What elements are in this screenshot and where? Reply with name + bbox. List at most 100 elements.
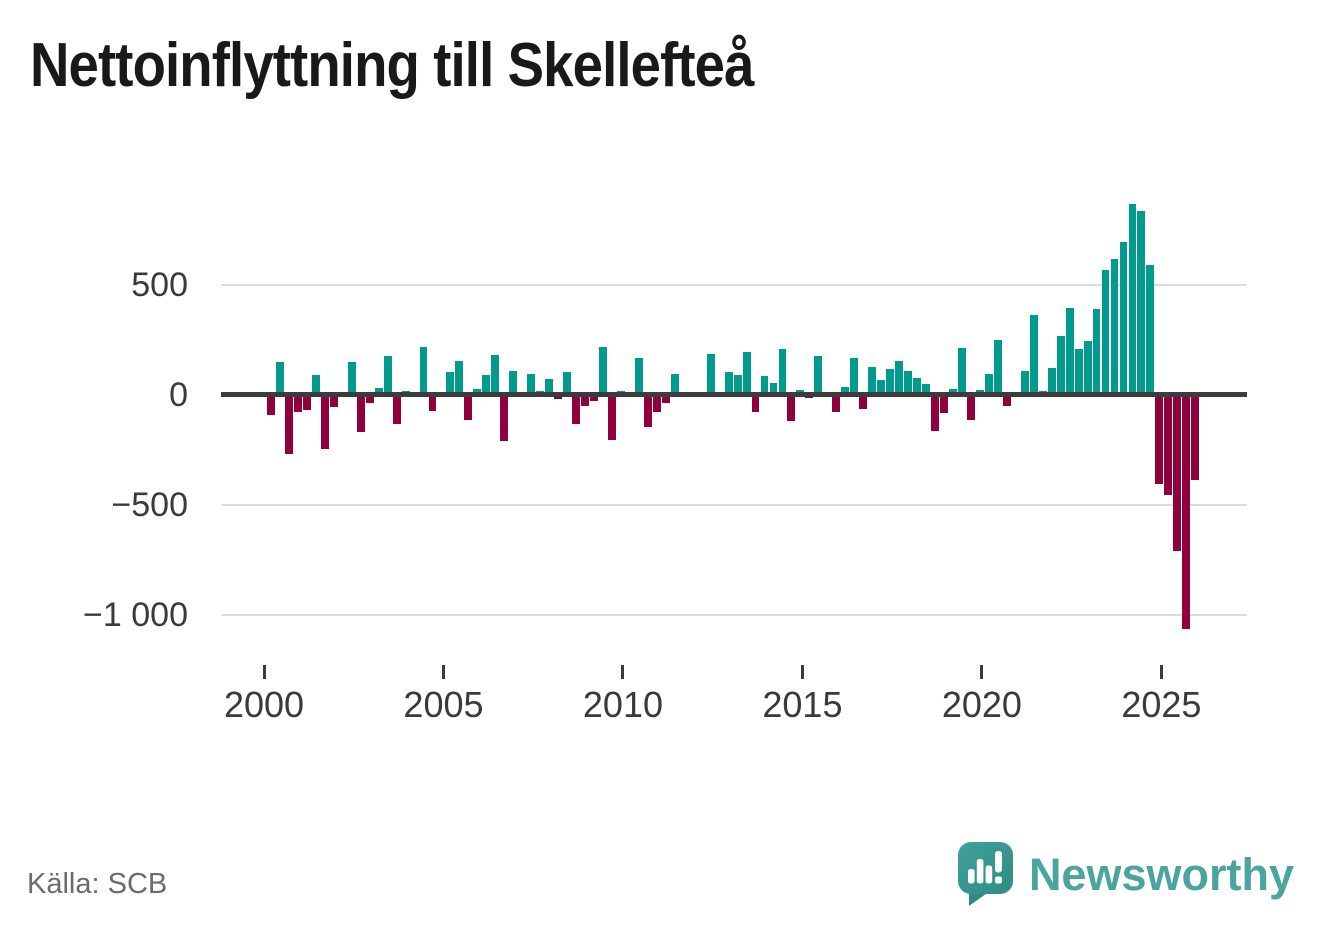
bar-2024-q1: [1128, 204, 1137, 395]
x-axis-label: 2000: [223, 684, 305, 725]
bar-2005-q4: [473, 389, 482, 395]
bar-2015-q2: [814, 355, 823, 395]
bar-2024-q3: [1146, 265, 1155, 395]
y-axis-label: −500: [111, 485, 188, 524]
bar-2013-q4: [760, 375, 769, 395]
y-axis-label: −1 000: [83, 595, 188, 634]
bar-2016-q4: [868, 366, 877, 395]
y-axis-label: 500: [131, 265, 188, 304]
bar-2014-q2: [778, 349, 787, 395]
bar-2017-q4: [904, 371, 913, 395]
bar-2016-q2: [850, 357, 859, 395]
bar-2019-q2: [957, 347, 966, 395]
bar-2018-q1: [913, 377, 922, 395]
bar-2023-q2: [1101, 270, 1110, 395]
bar-2007-q4: [545, 378, 554, 395]
logo-exclamation-dot: [994, 876, 1002, 884]
bar-2006-q4: [509, 370, 518, 395]
x-tick-mark: [262, 665, 266, 679]
bar-2008-q4: [581, 394, 589, 407]
bar-2019-q1: [949, 389, 957, 395]
bar-2009-q3: [608, 394, 616, 441]
bar-2025-q4: [1191, 394, 1200, 481]
bar-2003-q3: [392, 394, 401, 425]
bar-2017-q1: [877, 379, 886, 395]
bar-2002-q2: [347, 361, 356, 395]
bar-2000-q4: [293, 394, 302, 412]
newsworthy-logo-icon: [957, 842, 1013, 906]
bar-2011-q1: [661, 394, 670, 403]
bar-2018-q4: [940, 394, 948, 414]
bar-2010-q3: [643, 394, 652, 428]
bar-2019-q3: [966, 394, 975, 421]
bar-2005-q2: [455, 360, 464, 395]
bar-2003-q1: [374, 387, 383, 395]
plot-area: [221, 150, 1247, 670]
bar-2007-q2: [527, 373, 536, 395]
bar-2001-q4: [329, 394, 338, 407]
bar-2010-q2: [634, 357, 643, 395]
bar-2008-q3: [572, 394, 580, 425]
bar-2014-q3: [787, 394, 796, 421]
bar-2024-q4: [1155, 394, 1164, 484]
bar-2003-q2: [383, 356, 392, 395]
bar-2025-q2: [1173, 394, 1182, 552]
bar-2005-q1: [446, 371, 455, 395]
bar-2013-q3: [751, 394, 760, 412]
bar-2004-q2: [419, 347, 428, 395]
x-tick-mark: [621, 665, 625, 679]
bar-2024-q2: [1137, 211, 1146, 395]
bar-2013-q1: [733, 374, 742, 395]
x-axis-label: 2020: [941, 684, 1022, 725]
newsworthy-wordmark: Newsworthy: [1028, 849, 1294, 900]
bar-2001-q3: [320, 394, 329, 450]
bar-2012-q2: [706, 354, 715, 395]
bar-2000-q1: [267, 394, 275, 416]
x-tick-mark: [800, 665, 804, 679]
bar-2015-q4: [832, 394, 841, 412]
bar-2014-q1: [769, 382, 778, 395]
y-axis-label: 0: [169, 375, 188, 414]
bar-2008-q2: [563, 372, 572, 395]
bar-2005-q3: [464, 394, 473, 420]
bar-2022-q1: [1056, 335, 1065, 395]
x-axis-label: 2005: [403, 684, 484, 725]
bar-2020-q3: [1002, 394, 1011, 406]
bar-2021-q4: [1047, 368, 1056, 395]
bar-2016-q1: [841, 386, 850, 395]
logo-barchart-glyph: [967, 851, 1002, 884]
logo-bubble: [957, 842, 1013, 894]
gridline: [221, 283, 1247, 286]
bar-2025-q3: [1182, 394, 1191, 630]
bar-2009-q2: [599, 347, 607, 395]
bar-2022-q4: [1083, 340, 1092, 395]
bar-2020-q1: [984, 373, 993, 395]
bar-2018-q2: [922, 383, 930, 395]
source-note: Källa: SCB: [27, 868, 168, 900]
bar-2000-q2: [275, 361, 284, 395]
bar-2018-q3: [931, 394, 939, 432]
x-tick-mark: [1159, 665, 1163, 679]
bar-2021-q1: [1020, 370, 1029, 395]
x-tick-mark: [441, 665, 445, 679]
bar-2001-q2: [311, 375, 320, 395]
chart-title: Nettoinflyttning till Skellefteå: [30, 31, 755, 100]
bar-2004-q3: [428, 394, 437, 412]
bar-2001-q1: [302, 394, 311, 411]
bar-2000-q3: [284, 394, 293, 455]
bar-2016-q3: [859, 394, 868, 409]
bar-2023-q4: [1119, 242, 1128, 395]
logo-exclamation-stem: [994, 851, 1002, 873]
newsworthy-brand: Newsworthy: [957, 840, 1294, 910]
gridline: [221, 503, 1247, 506]
bar-2023-q3: [1110, 258, 1119, 395]
bar-2009-q1: [590, 394, 598, 401]
bar-2021-q2: [1029, 315, 1038, 395]
x-tick-mark: [980, 665, 984, 679]
x-axis-label: 2010: [582, 684, 663, 725]
bar-2002-q3: [356, 394, 365, 433]
bar-2017-q2: [886, 369, 895, 395]
bar-2013-q2: [742, 351, 751, 395]
zero-line: [221, 392, 1247, 397]
